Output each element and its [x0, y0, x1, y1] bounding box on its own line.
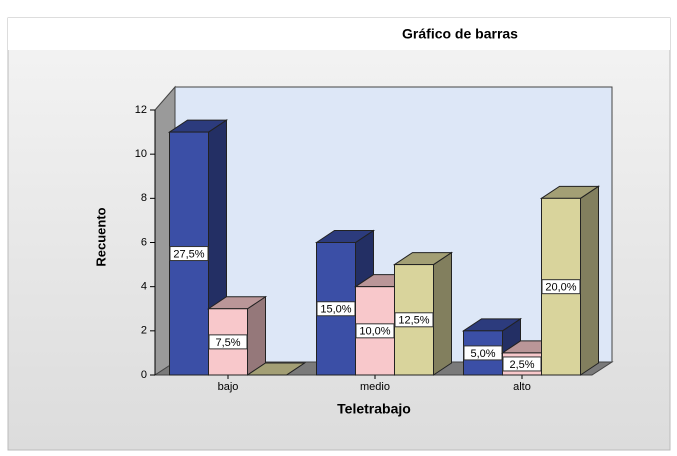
y-tick-label: 8: [141, 192, 147, 204]
value-label: 2,5%: [509, 359, 534, 371]
title-strip: [8, 18, 670, 50]
value-label-box: [394, 312, 434, 328]
x-tick-label: alto: [513, 381, 531, 393]
x-tick-label: bajo: [218, 381, 239, 393]
value-label: 5,0%: [470, 348, 495, 360]
value-label: 20,0%: [545, 282, 576, 294]
value-label: 12,5%: [398, 315, 429, 327]
value-label: 10,0%: [359, 326, 390, 338]
y-tick-label: 2: [141, 325, 147, 337]
bar-side: [580, 185, 599, 376]
x-tick-label: medio: [360, 381, 390, 393]
value-label: 7,5%: [215, 337, 240, 349]
bar-side: [433, 251, 452, 376]
bar-side: [247, 295, 266, 376]
y-tick-label: 0: [141, 369, 147, 381]
value-label-box: [541, 279, 581, 295]
y-tick-label: 6: [141, 236, 147, 248]
value-label: 27,5%: [173, 248, 204, 260]
value-label: 15,0%: [320, 304, 351, 316]
y-tick-label: 4: [141, 281, 147, 293]
y-tick-label: 10: [135, 148, 147, 160]
value-label-box: [169, 246, 209, 262]
bar-top: [245, 362, 307, 376]
x-axis-label: Teletrabajo: [337, 401, 411, 417]
y-axis-label: Recuento: [93, 207, 108, 266]
y-tick-label: 12: [135, 104, 147, 116]
chart-title: Gráfico de barras: [402, 26, 518, 42]
value-label-box: [208, 334, 248, 350]
